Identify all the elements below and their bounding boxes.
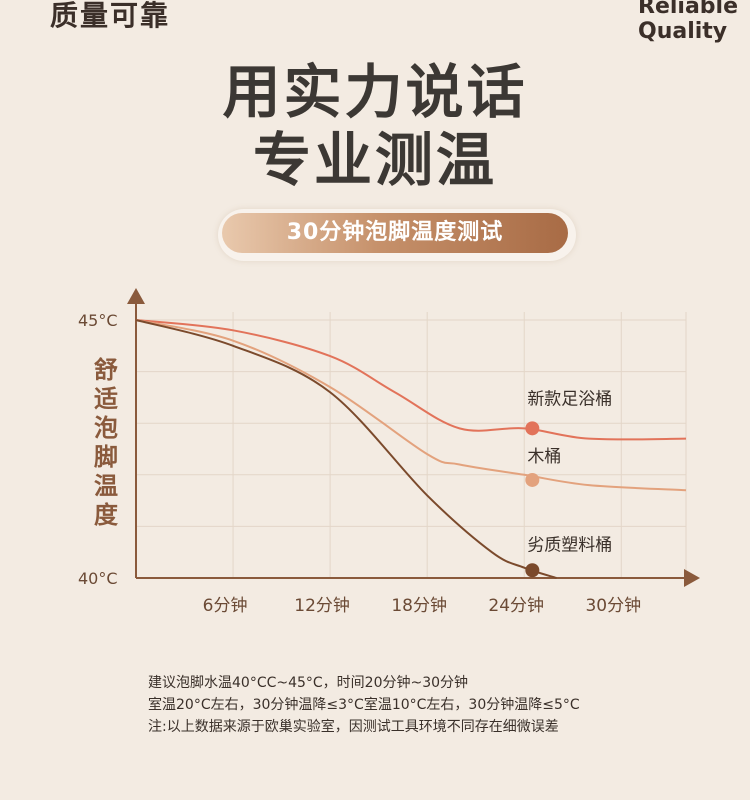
y-tick-label-bottom: 40°C (78, 569, 118, 588)
y-axis-arrow (127, 288, 145, 304)
note-line-2: 室温20°C左右，30分钟温降≤3°C室温10°C左右，30分钟温降≤5°C (148, 697, 580, 713)
brand-tagline-cn: 质量可靠 (50, 0, 171, 32)
headline-line2: 专业测温 (252, 126, 497, 194)
series-line-2 (135, 319, 557, 579)
series-line-0 (135, 319, 687, 441)
top-bar: 质量可靠 Reliable Quality (0, 0, 750, 44)
brand-tagline-en-line2: Quality (638, 19, 728, 44)
series-marker-2 (525, 563, 540, 578)
series-marker-0 (525, 421, 540, 436)
x-axis-arrow (684, 569, 700, 587)
y-axis-label-char-1: 适 (94, 385, 118, 413)
footnotes: 建议泡脚水温40°CC~45°C，时间20分钟~30分钟 室温20°C左右，30… (148, 672, 580, 738)
y-axis-label-char-0: 舒 (94, 356, 118, 384)
brand-tagline-en: Reliable Quality (638, 0, 738, 44)
series-line-1 (135, 319, 687, 492)
y-axis-label-char-5: 度 (94, 501, 119, 529)
x-tick-label-0: 6分钟 (203, 596, 248, 616)
test-title-label: 30分钟泡脚温度测试 (222, 213, 568, 253)
series-label-1: 木桶 (527, 447, 561, 467)
y-axis-label-char-2: 泡 (94, 414, 118, 442)
y-axis-label-char-3: 脚 (94, 443, 118, 471)
headline: 用实力说话 专业测温 (0, 58, 750, 194)
x-tick-label-1: 12分钟 (294, 596, 350, 616)
series-label-0: 新款足浴桶 (527, 389, 612, 409)
y-tick-label-top: 45°C (78, 311, 118, 330)
note-line-1: 建议泡脚水温40°CC~45°C，时间20分钟~30分钟 (148, 675, 469, 691)
series-marker-1 (525, 472, 540, 487)
series-label-2: 劣质塑料桶 (527, 535, 612, 555)
x-tick-label-3: 24分钟 (488, 596, 544, 616)
brand-tagline-en-line1: Reliable (638, 0, 738, 19)
headline-line1: 用实力说话 (222, 58, 528, 126)
x-tick-label-2: 18分钟 (391, 596, 447, 616)
x-tick-label-4: 30分钟 (585, 596, 641, 616)
y-axis-label-char-4: 温 (94, 472, 118, 500)
test-title-badge: 30分钟泡脚温度测试 (218, 209, 576, 261)
note-line-3: 注:以上数据来源于欧巢实验室，因测试工具环境不同存在细微误差 (148, 719, 559, 735)
